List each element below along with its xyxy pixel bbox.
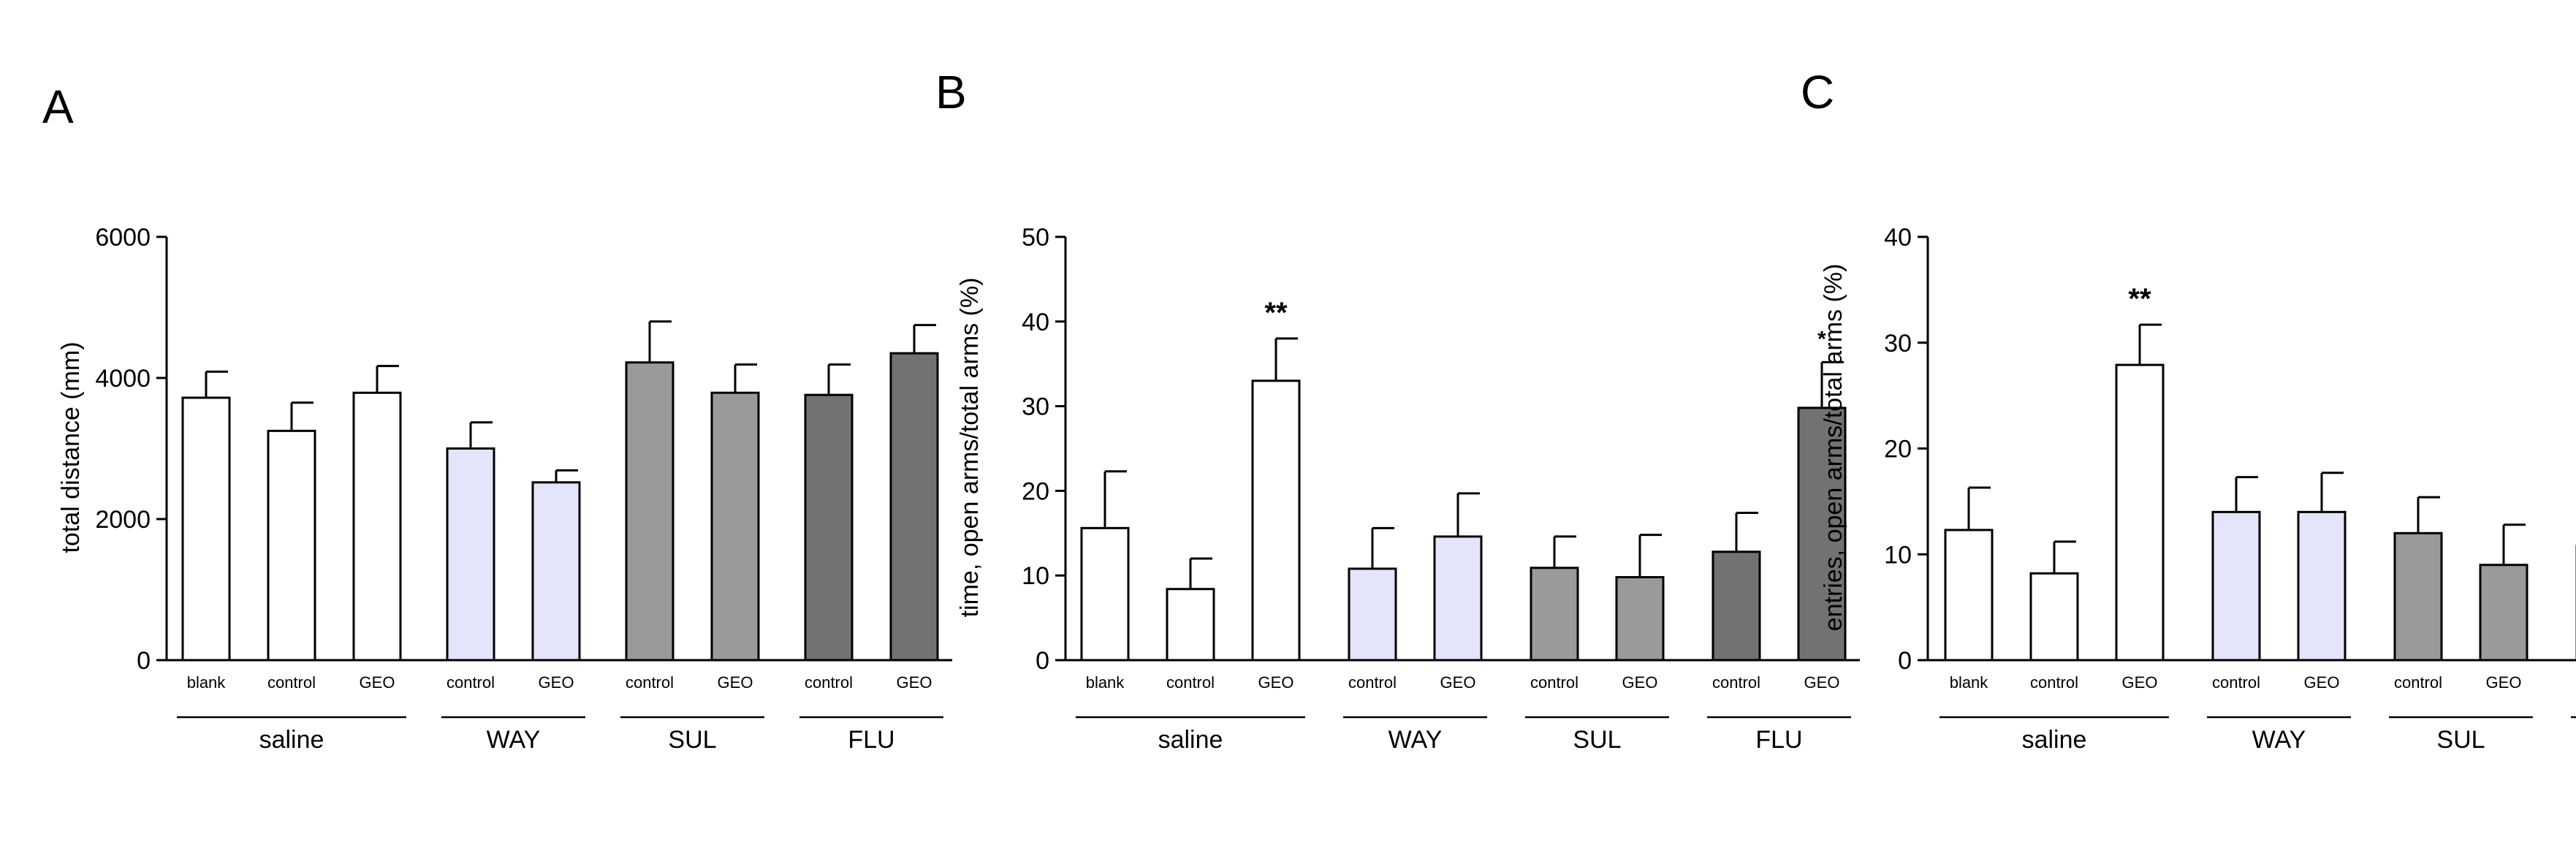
- y-tick-label-c: 10: [1884, 541, 1912, 569]
- panel-letter-a: A: [42, 80, 74, 133]
- group-label-b: saline: [1158, 726, 1223, 754]
- bar-a: [446, 447, 495, 662]
- y-tick-label-c: 30: [1884, 330, 1912, 357]
- bar-b: [1615, 576, 1665, 662]
- bar-a: [267, 429, 316, 662]
- bar-b: [1251, 379, 1301, 662]
- bar-c: [2211, 510, 2261, 662]
- bar-a: [889, 352, 939, 662]
- bar-c: [2297, 510, 2347, 662]
- bar-a: [804, 393, 854, 662]
- category-label-c: blank: [1950, 673, 1989, 692]
- panel-letter-c: C: [1801, 66, 1834, 118]
- y-tick-label-c: 40: [1884, 224, 1912, 251]
- group-label-b: WAY: [1388, 726, 1443, 754]
- group-label-b: SUL: [1573, 726, 1621, 754]
- bar-c: [1944, 529, 1994, 662]
- bar-b: [1797, 406, 1847, 662]
- group-label-a: SUL: [668, 726, 716, 754]
- category-label-a: control: [626, 673, 674, 692]
- panel-a: A total distance (mm) 0 2000 4000 6000 blank…: [42, 80, 952, 754]
- category-label-b: control: [1348, 673, 1397, 692]
- category-label-a: GEO: [718, 673, 753, 692]
- bar-b: [1080, 526, 1130, 662]
- group-label-c: saline: [2022, 726, 2087, 754]
- bar-a: [531, 481, 581, 662]
- y-tick-label-c: 20: [1884, 436, 1912, 463]
- bar-b: [1530, 567, 1579, 662]
- bar-a: [710, 391, 760, 662]
- category-label-b: blank: [1086, 673, 1125, 692]
- category-label-b: control: [1166, 673, 1215, 692]
- y-tick-label-b: 0: [1036, 647, 1049, 675]
- bar-a: [625, 361, 675, 662]
- y-tick-label-c: 0: [1898, 647, 1912, 675]
- significance-label-b: **: [1264, 297, 1288, 329]
- group-label-c: WAY: [2252, 726, 2306, 754]
- category-label-b: control: [1530, 673, 1578, 692]
- category-label-a: control: [805, 673, 853, 692]
- y-axis-label-b: time, open arms/total arms (%): [956, 278, 984, 618]
- category-label-a: GEO: [360, 673, 395, 692]
- panel-letter-b: B: [935, 66, 967, 118]
- y-tick-label-a: 6000: [95, 224, 151, 251]
- category-label-c: GEO: [2304, 673, 2340, 692]
- panel-b: B time, open arms/total arms (%) 0 10 20 30…: [935, 66, 1860, 754]
- bar-a: [181, 396, 231, 662]
- bar-c: [2479, 564, 2528, 662]
- y-tick-label-b: 40: [1022, 309, 1049, 336]
- significance-label-c: **: [2128, 283, 2151, 315]
- category-label-a: GEO: [897, 673, 932, 692]
- group-label-c: SUL: [2436, 726, 2485, 754]
- group-label-a: saline: [259, 726, 324, 754]
- category-label-a: control: [447, 673, 495, 692]
- category-label-c: control: [2394, 673, 2442, 692]
- y-tick-label-a: 4000: [95, 365, 151, 393]
- category-label-b: GEO: [1804, 673, 1840, 692]
- category-label-a: blank: [187, 673, 227, 692]
- category-label-a: GEO: [539, 673, 574, 692]
- category-label-c: control: [2030, 673, 2078, 692]
- category-label-c: control: [2212, 673, 2260, 692]
- y-tick-label-a: 0: [137, 647, 151, 675]
- category-label-b: control: [1712, 673, 1760, 692]
- group-label-a: WAY: [487, 726, 541, 754]
- y-axis-label-a: total distance (mm): [57, 341, 85, 553]
- bar-b: [1433, 535, 1483, 662]
- category-label-b: GEO: [1622, 673, 1658, 692]
- category-label-c: GEO: [2122, 673, 2158, 692]
- significance-label-b: *: [1817, 327, 1826, 351]
- bar-c: [2029, 572, 2079, 662]
- group-label-b: FLU: [1755, 726, 1802, 754]
- y-tick-label-b: 10: [1022, 562, 1049, 590]
- bar-b: [1166, 588, 1215, 662]
- y-tick-label-b: 30: [1022, 393, 1049, 421]
- group-label-a: FLU: [848, 726, 894, 754]
- category-label-c: GEO: [2486, 673, 2522, 692]
- bar-b: [1711, 550, 1761, 662]
- bar-c: [2393, 531, 2443, 662]
- bar-a: [352, 391, 402, 662]
- y-axis-label-c: entries, open arms/total arms (%): [1820, 264, 1847, 632]
- bar-c: [2115, 363, 2165, 662]
- y-tick-label-b: 50: [1022, 224, 1049, 251]
- panel-c: C entries, open arms/total arms (%) 0 10 2…: [1801, 66, 2576, 754]
- y-tick-label-b: 20: [1022, 477, 1049, 505]
- category-label-a: control: [267, 673, 316, 692]
- y-tick-label-a: 2000: [95, 506, 151, 534]
- bar-b: [1348, 567, 1397, 662]
- category-label-b: GEO: [1440, 673, 1476, 692]
- category-label-b: GEO: [1258, 673, 1294, 692]
